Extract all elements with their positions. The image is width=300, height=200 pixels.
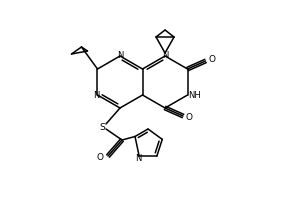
Text: N: N (135, 154, 141, 163)
Text: O: O (208, 55, 215, 64)
Text: N: N (93, 92, 100, 100)
Text: N: N (162, 50, 168, 60)
Text: N: N (117, 50, 123, 60)
Text: O: O (97, 154, 104, 162)
Text: O: O (185, 112, 193, 121)
Text: NH: NH (188, 90, 201, 99)
Text: S: S (99, 122, 105, 132)
